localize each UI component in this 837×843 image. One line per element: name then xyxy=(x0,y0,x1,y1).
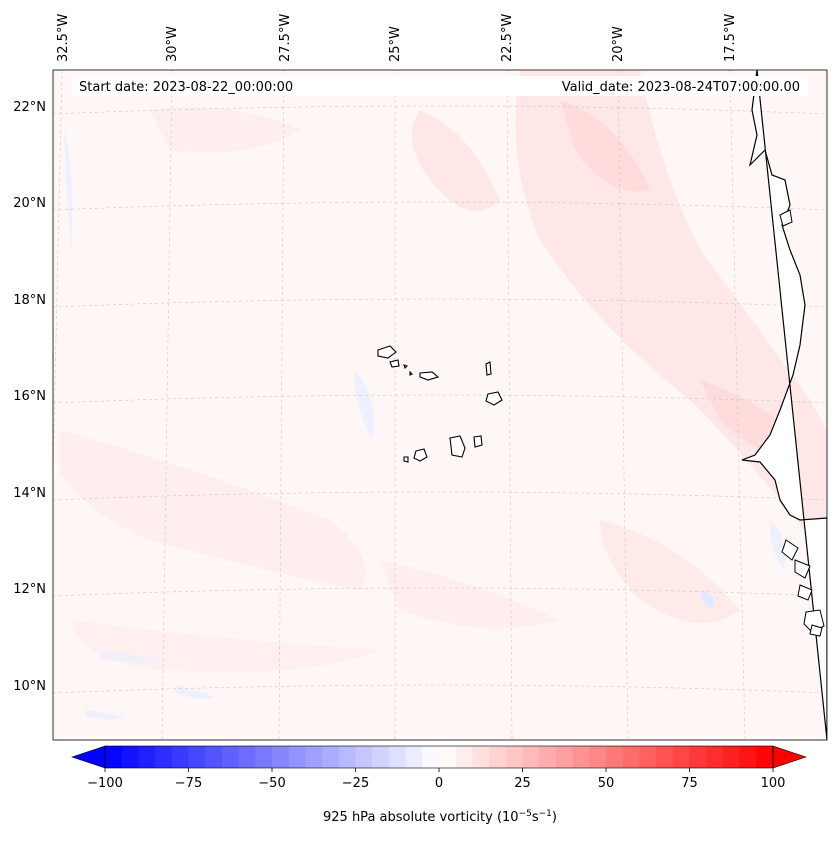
parallel-line xyxy=(53,491,827,501)
colorbar-cell xyxy=(656,746,674,768)
colorbar-cell xyxy=(505,746,523,768)
colorbar-cell xyxy=(171,746,189,768)
colorbar-cell xyxy=(589,746,607,768)
colorbar-cell xyxy=(105,746,123,768)
parallel-line xyxy=(53,201,827,211)
colorbar-cell xyxy=(255,746,273,768)
start-date-label: Start date: 2023-08-22_00:00:00 xyxy=(79,80,293,95)
lat-label: 16°N xyxy=(13,389,46,404)
valid-date-label: Valid_date: 2023-08-24T07:00:00.00 xyxy=(562,80,800,95)
colorbar-cell xyxy=(138,746,156,768)
colorbar-cell xyxy=(539,746,557,768)
vorticity-positive-contours xyxy=(60,70,827,673)
colorbar-tick-label: −100 xyxy=(87,776,123,791)
colorbar-cell xyxy=(555,746,573,768)
meridian-line xyxy=(729,70,746,740)
graticule xyxy=(53,70,827,740)
colorbar-cell xyxy=(205,746,223,768)
colorbar-tick-label: 0 xyxy=(435,776,443,791)
colorbar-cell xyxy=(388,746,406,768)
colorbar: −100 −75 −50 −25 0 25 50 75 100 925 hPa absolute… xyxy=(71,745,807,825)
colorbar-cell xyxy=(756,746,774,768)
meridian-line xyxy=(278,70,285,740)
colorbar-ticks: −100 −75 −50 −25 0 25 50 75 100 xyxy=(87,768,785,791)
lon-label: 20°W xyxy=(611,26,626,62)
lon-label: 32.5°W xyxy=(56,14,71,62)
colorbar-cell xyxy=(422,746,440,768)
lat-label: 20°N xyxy=(13,196,46,211)
map-frame xyxy=(52,69,828,741)
lon-label: 25°W xyxy=(388,26,403,62)
start-date-box xyxy=(72,76,320,96)
colorbar-tick-label: −50 xyxy=(258,776,285,791)
colorbar-cell xyxy=(188,746,206,768)
latitude-labels: 22°N 20°N 18°N 16°N 14°N 12°N 10°N xyxy=(13,100,46,694)
colorbar-tick-label: −25 xyxy=(342,776,369,791)
valid-date-box xyxy=(320,76,808,96)
colorbar-title: 925 hPa absolute vorticity (10−5s−1) xyxy=(323,809,557,825)
colorbar-tick-label: 75 xyxy=(681,776,698,791)
colorbar-cell xyxy=(155,746,173,768)
colorbar-cell xyxy=(706,746,724,768)
colorbar-max-extend xyxy=(772,745,807,769)
longitude-labels: 32.5°W 30°W 27.5°W 25°W 22.5°W 20°W 17.5… xyxy=(56,14,738,62)
lon-label: 30°W xyxy=(165,26,180,62)
colorbar-cell xyxy=(322,746,340,768)
colorbar-tick-label: 100 xyxy=(761,776,786,791)
colorbar-cell xyxy=(622,746,640,768)
vorticity-negative-contours xyxy=(64,130,786,720)
colorbar-cell xyxy=(121,746,139,768)
colorbar-cell xyxy=(288,746,306,768)
colorbar-cell xyxy=(355,746,373,768)
colorbar-tick-label: 50 xyxy=(598,776,615,791)
lon-label: 17.5°W xyxy=(723,14,738,62)
parallel-line xyxy=(53,394,827,404)
lon-label: 22.5°W xyxy=(500,14,515,62)
lon-label: 27.5°W xyxy=(278,14,293,62)
colorbar-cell xyxy=(472,746,490,768)
lat-label: 22°N xyxy=(13,100,46,115)
lat-label: 18°N xyxy=(13,293,46,308)
colorbar-cell xyxy=(672,746,690,768)
colorbar-cell xyxy=(338,746,356,768)
colorbar-cell xyxy=(372,746,390,768)
colorbar-cell xyxy=(272,746,290,768)
colorbar-cell xyxy=(439,746,457,768)
colorbar-cell xyxy=(489,746,507,768)
colorbar-tick-label: −75 xyxy=(175,776,202,791)
lat-label: 14°N xyxy=(13,486,46,501)
colorbar-cell xyxy=(405,746,423,768)
colorbar-min-extend xyxy=(71,745,106,769)
colorbar-cell xyxy=(238,746,256,768)
colorbar-cell xyxy=(221,746,239,768)
colorbar-tick-label: 25 xyxy=(514,776,531,791)
cape-verde-islands xyxy=(377,345,503,463)
parallel-line xyxy=(53,587,827,597)
colorbar-cell xyxy=(572,746,590,768)
coastal-islands xyxy=(779,209,825,637)
meridian-line xyxy=(161,70,173,740)
meridian-line xyxy=(506,70,513,740)
colorbar-cells xyxy=(105,746,774,768)
colorbar-cell xyxy=(606,746,624,768)
parallel-line xyxy=(53,105,827,115)
colorbar-cell xyxy=(455,746,473,768)
parallel-line xyxy=(53,298,827,308)
colorbar-cell xyxy=(722,746,740,768)
lat-label: 10°N xyxy=(13,679,46,694)
colorbar-cell xyxy=(689,746,707,768)
meridian-line xyxy=(617,70,629,740)
colorbar-cell xyxy=(522,746,540,768)
africa-coastline xyxy=(741,70,827,740)
colorbar-cell xyxy=(305,746,323,768)
parallel-line xyxy=(53,684,827,694)
colorbar-cell xyxy=(739,746,757,768)
lat-label: 12°N xyxy=(13,582,46,597)
colorbar-cell xyxy=(639,746,657,768)
